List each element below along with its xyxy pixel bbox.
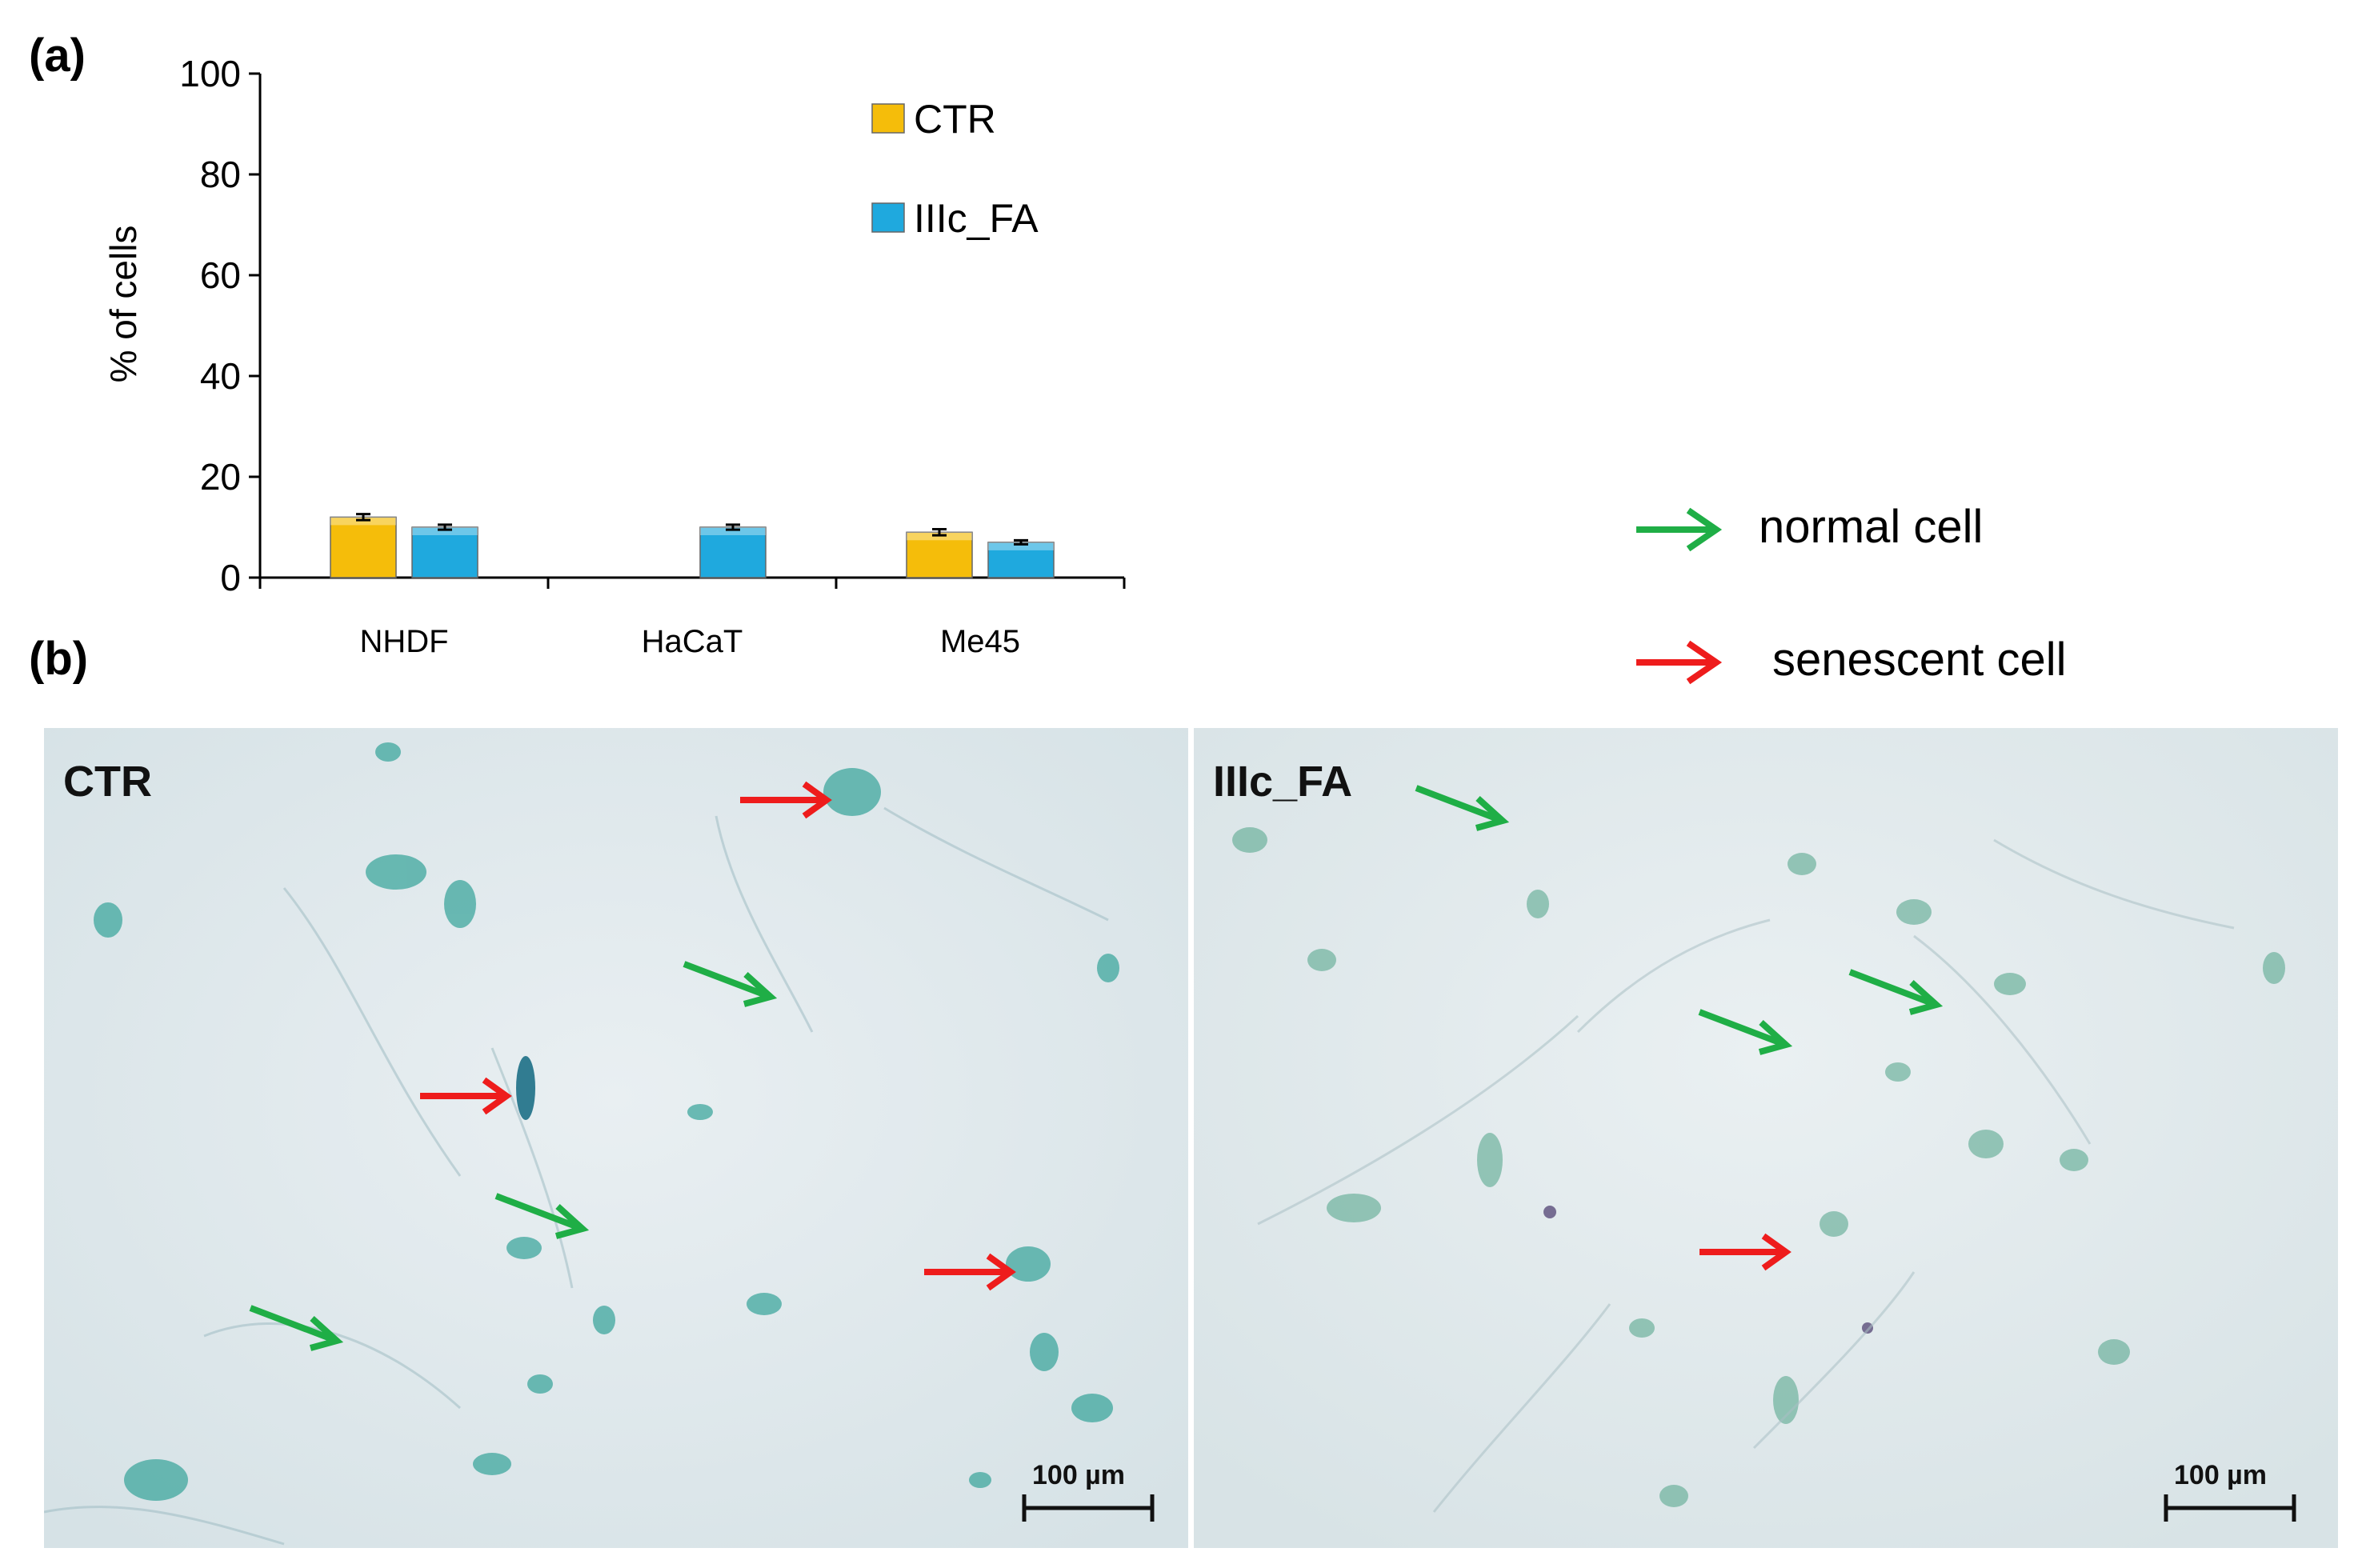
scale-bar-ctr: [1022, 1494, 1155, 1522]
micrograph-iiic-fa-image: [1194, 728, 2338, 1548]
senescent-cell-label: senescent cell: [1772, 634, 2067, 686]
x-tick-label: NHDF: [359, 624, 448, 659]
panel-a-label: (a): [29, 30, 86, 82]
bar-chart: 0 20 40 60 80 100 NHDF HaCaT Me45 CTR IIIc_FA % …: [102, 53, 1126, 659]
bars: [330, 513, 1055, 578]
senescent-arrow-icons: [420, 781, 1016, 1291]
micrograph-ctr-title: CTR: [63, 758, 152, 806]
scale-bar-iiic-fa-label: 100 µm: [2174, 1460, 2267, 1490]
scale-bar-iiic-fa: [2164, 1494, 2296, 1522]
bar-iiic-fa-nhdf: [411, 526, 478, 578]
y-tick-label: 0: [220, 557, 241, 598]
bar-iiic-fa-hacat: [699, 526, 767, 578]
micrograph-ctr-image: [44, 728, 1188, 1548]
normal-cell-label: normal cell: [1759, 501, 1983, 553]
y-tick-label: 40: [200, 355, 241, 397]
normal-arrow-icons: [249, 961, 778, 1351]
normal-arrow-icons: [1415, 785, 1944, 1055]
senescent-arrow-icons: [1699, 1233, 1792, 1271]
bar-highlight: [988, 542, 1054, 550]
micrograph-iiic-fa: IIIc_FA 100 µm: [1194, 728, 2338, 1548]
x-axis: NHDF HaCaT Me45: [258, 576, 1126, 659]
y-axis: 0 20 40 60 80 100: [179, 53, 262, 598]
x-tick-label: HaCaT: [642, 624, 743, 659]
y-tick-label: 100: [179, 53, 241, 94]
bar-highlight: [412, 527, 478, 535]
legend-label: IIIc_FA: [914, 196, 1039, 241]
bar-iiic-fa-me45: [987, 542, 1055, 578]
arrow-legend: normal cell senescent cell: [1636, 501, 2067, 686]
micrograph-ctr: CTR 100 µm: [44, 728, 1188, 1548]
scale-bar-ctr-label: 100 µm: [1032, 1460, 1125, 1490]
y-tick-label: 60: [200, 254, 241, 296]
y-tick-label: 80: [200, 154, 241, 195]
micrograph-iiic-fa-title: IIIc_FA: [1213, 758, 1353, 806]
bar-highlight: [700, 527, 766, 535]
legend-label: CTR: [914, 97, 996, 142]
bar-ctr-nhdf: [330, 516, 397, 578]
panel-b-label: (b): [29, 633, 89, 685]
bar-ctr-me45: [906, 531, 973, 578]
y-axis-label: % of cells: [102, 226, 144, 383]
normal-cell-arrow-icon: [1636, 507, 1723, 552]
senescent-cell-arrow-icon: [1636, 640, 1723, 685]
chart-legend: CTR IIIc_FA: [871, 97, 1039, 241]
x-tick-label: Me45: [940, 624, 1020, 659]
y-tick-label: 20: [200, 456, 241, 498]
legend-swatch-iiic-fa: [871, 202, 905, 233]
legend-swatch-ctr: [871, 103, 905, 134]
